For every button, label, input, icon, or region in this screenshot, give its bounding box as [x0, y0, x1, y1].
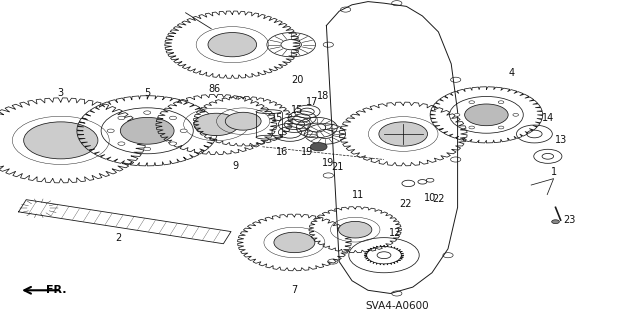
Text: 10: 10: [424, 193, 436, 203]
Circle shape: [513, 114, 518, 116]
Text: 4: 4: [509, 68, 515, 78]
Circle shape: [339, 221, 372, 238]
Text: 14: 14: [541, 113, 554, 123]
Circle shape: [225, 112, 261, 130]
Circle shape: [208, 33, 257, 57]
Text: 23: 23: [563, 215, 576, 225]
Circle shape: [118, 142, 125, 145]
Text: 21: 21: [332, 162, 344, 173]
Text: 17: 17: [305, 97, 318, 107]
Text: 19: 19: [322, 158, 335, 168]
Circle shape: [469, 101, 474, 104]
Text: 18: 18: [317, 91, 330, 101]
Circle shape: [499, 101, 504, 104]
Text: 8: 8: [208, 84, 214, 94]
Text: 20: 20: [291, 75, 304, 85]
Circle shape: [144, 111, 151, 115]
Circle shape: [180, 129, 188, 133]
Text: 15: 15: [291, 105, 304, 115]
Text: 16: 16: [275, 146, 288, 157]
Circle shape: [108, 129, 115, 133]
Text: 5: 5: [144, 87, 150, 98]
Circle shape: [144, 147, 151, 151]
Text: 22: 22: [432, 194, 445, 204]
Text: 2: 2: [115, 233, 122, 243]
Text: 13: 13: [555, 135, 568, 145]
Text: 15: 15: [271, 113, 284, 123]
Circle shape: [118, 116, 125, 120]
Circle shape: [469, 126, 474, 129]
Text: 9: 9: [232, 161, 239, 171]
Circle shape: [499, 126, 504, 129]
Circle shape: [120, 117, 174, 144]
Circle shape: [274, 232, 315, 253]
Text: SVA4-A0600: SVA4-A0600: [365, 301, 429, 311]
Text: 19: 19: [301, 146, 314, 157]
Circle shape: [552, 220, 559, 224]
Circle shape: [170, 142, 177, 145]
Circle shape: [194, 113, 239, 136]
Circle shape: [454, 114, 460, 116]
Text: FR.: FR.: [46, 285, 67, 295]
Text: 3: 3: [58, 87, 64, 98]
Circle shape: [379, 122, 428, 146]
Circle shape: [465, 104, 508, 126]
Text: 6: 6: [213, 84, 220, 94]
Text: 12: 12: [389, 228, 402, 238]
Text: 22: 22: [399, 199, 412, 209]
Text: 11: 11: [352, 189, 365, 200]
Circle shape: [24, 122, 98, 159]
Text: 1: 1: [550, 167, 557, 177]
Circle shape: [310, 143, 327, 151]
Circle shape: [170, 116, 177, 120]
Text: 7: 7: [291, 285, 298, 295]
